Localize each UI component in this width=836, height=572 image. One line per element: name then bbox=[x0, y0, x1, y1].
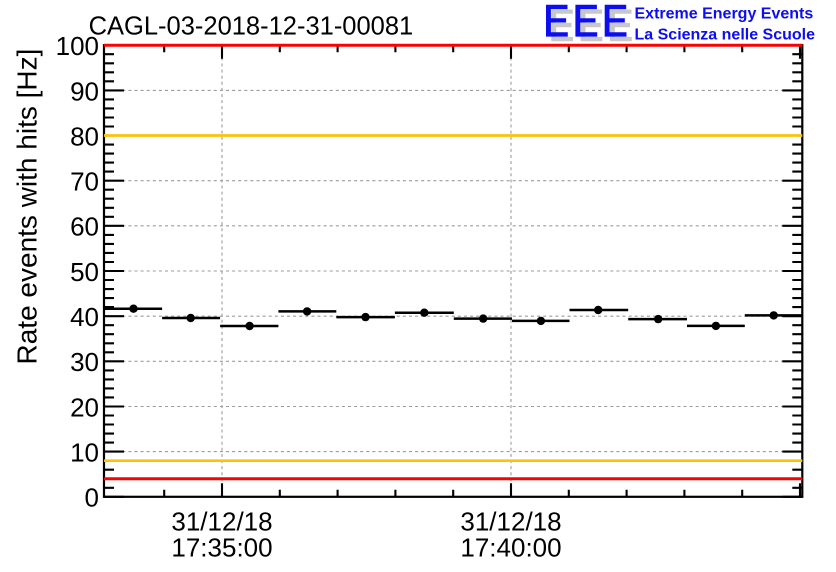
svg-text:17:35:00: 17:35:00 bbox=[171, 533, 272, 563]
svg-text:100: 100 bbox=[56, 31, 99, 61]
svg-text:70: 70 bbox=[70, 167, 99, 197]
svg-text:90: 90 bbox=[70, 76, 99, 106]
svg-text:60: 60 bbox=[70, 212, 99, 242]
svg-text:10: 10 bbox=[70, 438, 99, 468]
svg-text:La Scienza nelle Scuole: La Scienza nelle Scuole bbox=[635, 27, 816, 44]
svg-text:Extreme Energy Events: Extreme Energy Events bbox=[635, 5, 814, 22]
svg-text:CAGL-03-2018-12-31-00081: CAGL-03-2018-12-31-00081 bbox=[89, 12, 414, 40]
svg-text:31/12/18: 31/12/18 bbox=[460, 507, 561, 537]
svg-text:31/12/18: 31/12/18 bbox=[171, 507, 272, 537]
svg-text:40: 40 bbox=[70, 302, 99, 332]
svg-text:17:40:00: 17:40:00 bbox=[460, 533, 561, 563]
svg-text:20: 20 bbox=[70, 392, 99, 422]
svg-text:30: 30 bbox=[70, 347, 99, 377]
svg-text:50: 50 bbox=[70, 257, 99, 287]
svg-text:0: 0 bbox=[85, 483, 99, 513]
svg-text:80: 80 bbox=[70, 121, 99, 151]
svg-text:Rate events with hits [Hz]: Rate events with hits [Hz] bbox=[12, 49, 43, 365]
